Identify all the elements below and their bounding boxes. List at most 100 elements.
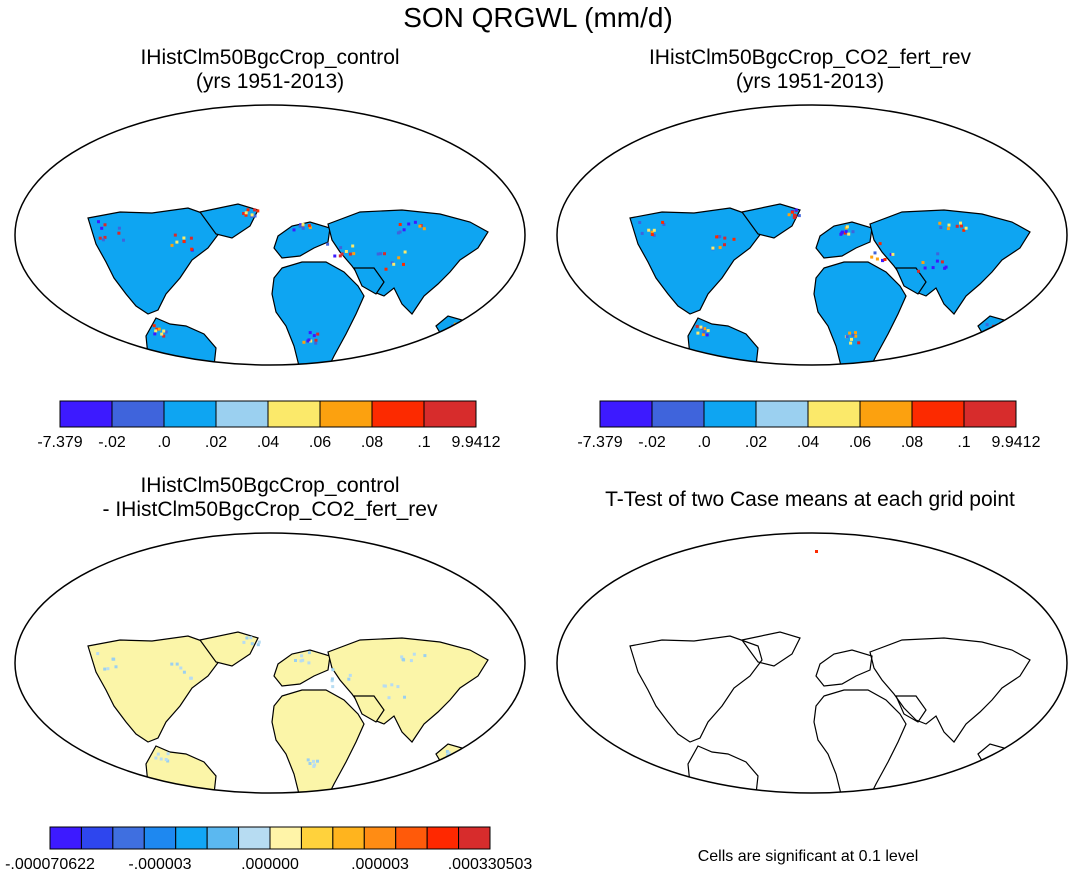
grid-cell <box>650 230 654 234</box>
grid-cell <box>330 679 334 683</box>
grid-cell <box>242 212 246 215</box>
colorbar-tick-label: .1 <box>417 434 430 451</box>
colorbar-tick-label: .0 <box>157 434 170 451</box>
grid-cell <box>392 262 396 266</box>
grid-cell <box>398 230 402 234</box>
grid-cell <box>841 230 844 234</box>
grid-cell <box>173 233 177 237</box>
grid-cell <box>97 220 100 224</box>
colorbar-tick-label: -7.379 <box>577 434 622 451</box>
grid-cell <box>423 654 427 658</box>
colorbar-tick-label: -.000003 <box>128 856 191 873</box>
grid-cell <box>164 330 168 334</box>
grid-cell <box>103 667 107 671</box>
grid-cell <box>650 233 654 236</box>
grid-cell <box>244 211 248 215</box>
grid-cell <box>400 655 404 659</box>
grid-cell <box>301 226 305 230</box>
colorbar-tick-label: .06 <box>849 434 871 451</box>
grid-cell <box>299 659 303 663</box>
grid-cell <box>993 333 997 337</box>
colorbar-swatch <box>319 400 373 428</box>
grid-cell <box>333 254 337 258</box>
figure-title: SON QRGWL (mm/d) <box>403 2 673 33</box>
grid-cell <box>308 762 312 765</box>
grid-cell <box>308 226 312 229</box>
grid-cell <box>456 329 460 333</box>
grid-cell <box>159 757 163 761</box>
grid-cell <box>314 338 318 342</box>
colorbar-tick-label: .000330503 <box>448 856 533 873</box>
panel-title-top-left-line2: (yrs 1951-2013) <box>195 70 345 93</box>
grid-cell <box>162 334 166 338</box>
colorbar-swatch <box>426 826 460 850</box>
grid-cell <box>309 339 313 343</box>
grid-cell <box>992 330 995 334</box>
colorbar-swatch <box>80 826 114 850</box>
grid-cell <box>985 323 989 327</box>
colorbar-swatch <box>395 826 428 850</box>
colorbar-swatch <box>859 400 913 428</box>
panel-title-top-left-line1: IHistClm50BgcCrop_control <box>140 46 400 69</box>
grid-cell <box>312 764 316 768</box>
grid-cell <box>849 341 853 345</box>
grid-cell <box>156 752 160 756</box>
grid-cell <box>384 267 388 271</box>
colorbar-tick-label: .06 <box>309 434 331 451</box>
grid-cell <box>153 332 157 336</box>
colorbar-bottom-left: -.000070622 -.000003 .000000 .000003 .000330… <box>5 826 533 873</box>
grid-cell <box>706 329 710 333</box>
grid-cell <box>307 224 311 228</box>
grid-cell <box>314 341 318 345</box>
grid-cell <box>701 333 705 336</box>
colorbar-swatch <box>49 826 82 850</box>
colorbar-top-left: -7.379 -.02 .0 .02 .04 .06 .08 .1 9.9412 <box>37 400 501 451</box>
grid-cell <box>379 252 383 256</box>
grid-cell <box>997 327 1001 331</box>
grid-cell <box>931 266 935 270</box>
grid-cell <box>794 208 798 212</box>
panel-title-bottom-left-line2: - IHistClm50BgcCrop_CO2_fert_rev <box>102 498 438 521</box>
grid-cell <box>944 265 948 269</box>
grid-cell <box>844 230 848 234</box>
grid-cell <box>845 335 849 339</box>
grid-cell <box>797 214 801 218</box>
grid-cell <box>875 257 879 261</box>
grid-cell <box>450 332 454 336</box>
grid-cell <box>338 254 342 258</box>
grid-cell <box>447 751 451 755</box>
colorbar-tick-label: .08 <box>901 434 923 451</box>
grid-cell <box>122 238 125 242</box>
grid-cell <box>387 696 391 700</box>
grid-cell <box>647 228 651 232</box>
grid-cell <box>117 226 121 230</box>
grid-cell <box>413 220 417 224</box>
colorbar-tick-label: .02 <box>745 434 767 451</box>
grid-cell <box>696 331 700 335</box>
map-bottom-right <box>556 532 1068 794</box>
grid-cell <box>250 642 254 646</box>
grid-cell <box>854 334 858 338</box>
grid-cell <box>331 668 335 672</box>
grid-cell <box>402 658 406 662</box>
grid-cell <box>960 224 963 228</box>
grid-cell <box>182 240 186 243</box>
grid-cell <box>412 652 416 656</box>
grid-cell <box>101 238 105 242</box>
grid-cell <box>162 329 166 333</box>
grid-cell <box>947 223 951 227</box>
colorbar-swatch <box>703 400 757 428</box>
grid-cell <box>409 659 413 663</box>
map-bottom-left <box>14 532 526 794</box>
grid-cell <box>652 233 656 237</box>
grid-cell <box>154 329 158 333</box>
grid-cell <box>883 258 887 261</box>
colorbar-swatch <box>267 400 321 428</box>
grid-cell <box>936 252 940 256</box>
colorbar-swatch <box>163 400 217 428</box>
grid-cell <box>302 340 306 344</box>
grid-cell <box>891 252 895 256</box>
grid-cell <box>699 325 703 329</box>
colorbar-swatch <box>911 400 965 428</box>
map-top-right <box>556 104 1068 366</box>
